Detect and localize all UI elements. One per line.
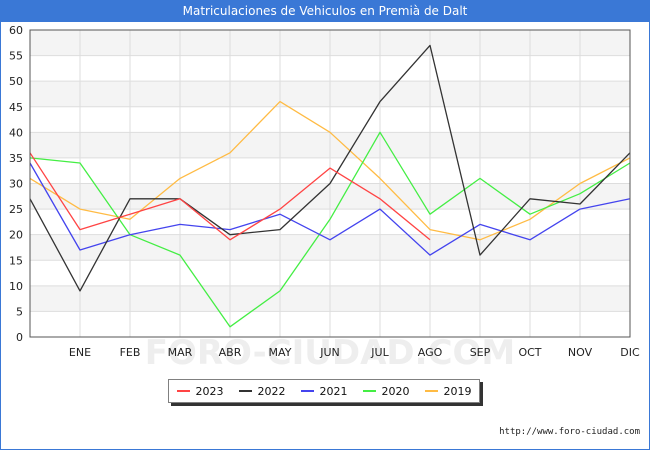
series-line-2022 (29, 44, 631, 292)
y-tick-label: 25 (9, 203, 23, 216)
y-tick-label: 55 (9, 50, 23, 63)
legend: 2023 2022 2021 2020 2019 (168, 379, 480, 403)
y-tick-labels: 0 5 10 15 20 25 30 35 40 45 50 55 60 (9, 24, 23, 344)
y-tick-label: 20 (9, 229, 23, 242)
x-tick-label: ABR (219, 346, 242, 359)
x-tick-label: MAR (168, 346, 193, 359)
y-tick-label: 50 (9, 75, 23, 88)
legend-item-2020: 2020 (362, 384, 410, 398)
x-tick-label: JUN (319, 346, 340, 359)
legend-swatch (362, 390, 376, 392)
x-tick-label: ENE (69, 346, 91, 359)
y-tick-label: 30 (9, 178, 23, 191)
chart-title: Matriculaciones de Vehiculos en Premià d… (0, 0, 650, 22)
x-tick-label: JUL (370, 346, 389, 359)
legend-label: 2022 (257, 384, 286, 398)
x-tick-label: MAY (269, 346, 292, 359)
x-tick-label: OCT (518, 346, 541, 359)
source-url[interactable]: http://www.foro-ciudad.com (499, 427, 640, 437)
y-tick-label: 10 (9, 280, 23, 293)
legend-label: 2021 (319, 384, 348, 398)
legend-swatch (424, 390, 438, 392)
legend-item-2019: 2019 (424, 384, 472, 398)
legend-label: 2023 (195, 384, 224, 398)
y-tick-label: 40 (9, 126, 23, 139)
legend-label: 2020 (381, 384, 410, 398)
legend-swatch (300, 390, 314, 392)
y-tick-label: 60 (9, 24, 23, 37)
x-tick-label: AGO (418, 346, 443, 359)
watermark: FORO-CIUDAD.COM (145, 333, 516, 373)
legend-item-2021: 2021 (300, 384, 348, 398)
y-tick-label: 45 (9, 101, 23, 114)
x-tick-label: FEB (120, 346, 141, 359)
legend-label: 2019 (443, 384, 472, 398)
legend-item-2023: 2023 (176, 384, 224, 398)
y-tick-label: 0 (16, 331, 23, 344)
y-tick-label: 35 (9, 152, 23, 165)
x-tick-label: NOV (568, 346, 593, 359)
legend-item-2022: 2022 (238, 384, 286, 398)
series-line-2021 (29, 162, 631, 256)
legend-swatch (238, 390, 252, 392)
y-tick-label: 15 (9, 254, 23, 267)
series-lines (29, 44, 631, 328)
x-tick-label: SEP (470, 346, 491, 359)
legend-swatch (176, 390, 190, 392)
series-line-2019 (29, 100, 631, 241)
y-tick-label: 5 (16, 305, 23, 318)
x-tick-label: DIC (620, 346, 640, 359)
plot-border (29, 29, 631, 338)
series-line-2023 (29, 152, 431, 241)
x-tick-labels: ENE FEB MAR ABR MAY JUN JUL AGO SEP OCT NOV DIC (69, 346, 640, 359)
